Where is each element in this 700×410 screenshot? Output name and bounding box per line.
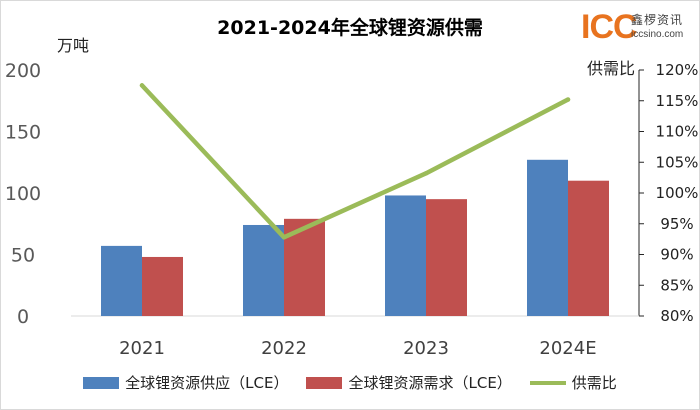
y-axis-label: 万吨 [57, 36, 89, 55]
y-tick-label: 200 [5, 60, 41, 82]
y-tick-label: 0 [17, 306, 29, 328]
legend-ratio-label: 供需比 [571, 374, 617, 392]
legend-ratio: 供需比 [529, 372, 617, 393]
y2-tick-label: 95% [660, 215, 693, 233]
y2-tick-label: 90% [660, 246, 693, 264]
logo-cn-name: 鑫椤资讯 [631, 13, 684, 27]
legend-demand: 全球锂资源需求（LCE） [306, 372, 512, 393]
y2-tick-label: 120% [656, 61, 699, 79]
y2-ticks: 80% 85% 90% 95% 100% 105% 110% 115% 120% [639, 61, 698, 325]
x-ticks: 2021 2022 2023 2024E [119, 338, 597, 359]
legend: 全球锂资源供应（LCE） 全球锂资源需求（LCE） 供需比 [1, 372, 699, 393]
ratio-line [139, 83, 571, 240]
ratio-point [423, 171, 429, 176]
y2-tick-label: 105% [656, 153, 699, 171]
ratio-point [565, 97, 571, 102]
y2-tick-label: 85% [660, 276, 693, 294]
ratio-point [281, 235, 287, 240]
y-tick-label: 100 [5, 183, 41, 205]
logo-url: iccsino.com [631, 29, 684, 40]
ratio-point [139, 83, 145, 88]
legend-demand-swatch [306, 376, 343, 389]
x-tick-label: 2021 [119, 338, 165, 359]
y-tick-label: 150 [5, 122, 41, 144]
y2-axis-label: 供需比 [587, 59, 635, 78]
y2-tick-label: 80% [660, 307, 693, 325]
legend-supply-swatch [83, 376, 120, 389]
legend-demand-label: 全球锂资源需求（LCE） [348, 374, 512, 392]
bar-supply [101, 245, 142, 316]
legend-supply-label: 全球锂资源供应（LCE） [125, 374, 289, 392]
y2-tick-label: 115% [656, 92, 699, 110]
legend-supply: 全球锂资源供应（LCE） [83, 372, 288, 393]
bar-supply [527, 159, 568, 316]
y2-tick-label: 110% [656, 123, 699, 141]
bar-supply [385, 195, 426, 316]
chart-title: 2021-2024年全球锂资源供需 [217, 17, 483, 39]
x-tick-label: 2024E [539, 338, 596, 359]
brand-logo: ICC 鑫椤资讯 iccsino.com [581, 9, 697, 49]
bars [101, 159, 609, 316]
x-tick-label: 2022 [261, 338, 307, 359]
ratio-line-group [139, 83, 571, 240]
y2-tick-label: 100% [656, 184, 699, 202]
bar-demand [142, 256, 183, 316]
legend-ratio-swatch [529, 380, 566, 385]
x-tick-label: 2023 [403, 338, 449, 359]
logo-brand: ICC [581, 8, 638, 46]
y-tick-label: 50 [11, 245, 35, 267]
bar-supply [243, 224, 284, 316]
bar-demand [426, 199, 467, 316]
bar-demand [568, 180, 609, 316]
y-ticks: 0 50 100 150 200 [5, 60, 41, 328]
